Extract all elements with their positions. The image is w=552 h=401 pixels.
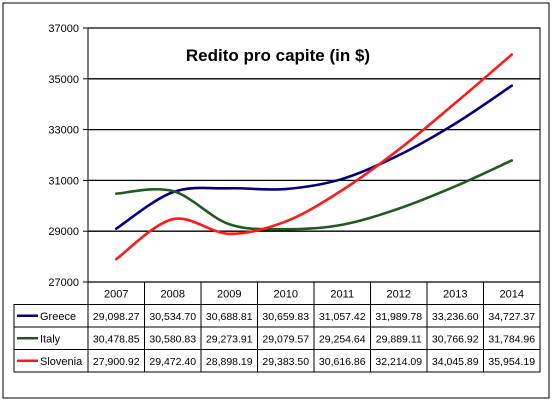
data-table: 2007 2008 2009 2010 2011 2012 2013 2014 Greece 29… — [13, 281, 541, 373]
x-tick-label: 2007 — [104, 288, 128, 300]
y-tick-label: 29000 — [48, 226, 79, 238]
data-label: 30,478.85 — [93, 333, 140, 345]
data-label: 28,898.19 — [206, 356, 253, 368]
data-label: 30,766.92 — [432, 333, 479, 345]
data-label: 30,580.83 — [149, 333, 196, 345]
y-tick-label: 31000 — [48, 175, 79, 187]
data-label: 29,254.64 — [319, 333, 366, 345]
plot-area — [87, 27, 541, 283]
data-label: 29,079.57 — [262, 333, 309, 345]
series-line-slovenia — [114, 53, 514, 261]
data-label: 32,214.09 — [375, 356, 422, 368]
y-tick-label: 33000 — [48, 125, 79, 137]
x-tick-label: 2009 — [217, 288, 241, 300]
legend-label-slovenia: Slovenia — [40, 356, 83, 368]
plot-frame — [87, 27, 541, 283]
y-tick-label: 37000 — [48, 23, 79, 35]
series-line-italy — [114, 159, 514, 231]
y-tick-label: 35000 — [48, 74, 79, 86]
data-label: 30,616.86 — [319, 356, 366, 368]
data-label: 29,273.91 — [206, 333, 253, 345]
x-tick-label: 2014 — [500, 288, 524, 300]
chart-title: Redito pro capite (in $) — [186, 46, 370, 65]
x-tick-label: 2010 — [274, 288, 298, 300]
data-label: 29,098.27 — [93, 311, 140, 323]
data-label: 30,659.83 — [262, 311, 309, 323]
x-tick-label: 2012 — [387, 288, 411, 300]
data-label: 29,472.40 — [149, 356, 196, 368]
y-axis-ticks: 27000 29000 31000 33000 35000 37000 — [48, 23, 88, 289]
data-label: 30,688.81 — [206, 311, 253, 323]
data-label: 34,045.89 — [432, 356, 479, 368]
data-label: 27,900.92 — [93, 356, 140, 368]
data-label: 34,727.37 — [488, 311, 535, 323]
x-tick-label: 2011 — [330, 288, 354, 300]
data-label: 33,236.60 — [432, 311, 479, 323]
legend-label-italy: Italy — [40, 333, 61, 345]
data-label: 31,057.42 — [319, 311, 366, 323]
data-label: 29,889.11 — [376, 333, 422, 345]
series-lines — [114, 53, 514, 261]
y-tick-label: 27000 — [48, 277, 79, 289]
x-tick-label: 2008 — [161, 288, 185, 300]
legend-label-greece: Greece — [40, 311, 76, 323]
data-label: 31,784.96 — [488, 333, 535, 345]
data-label: 31,989.78 — [375, 311, 422, 323]
data-label: 29,383.50 — [262, 356, 309, 368]
data-label: 35,954.19 — [488, 356, 535, 368]
x-tick-label: 2013 — [443, 288, 467, 300]
data-label: 30,534.70 — [149, 311, 196, 323]
